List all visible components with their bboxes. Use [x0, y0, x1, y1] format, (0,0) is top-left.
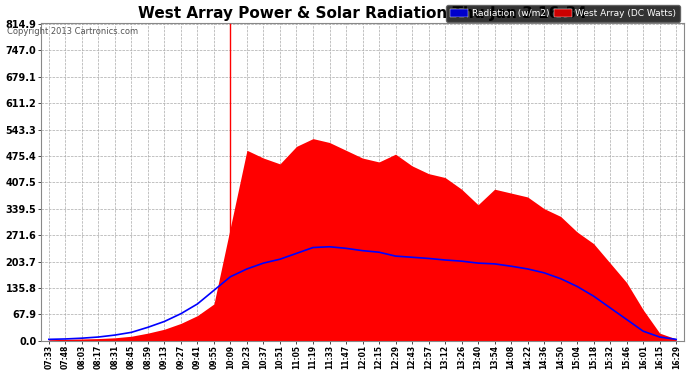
Text: Copyright 2013 Cartronics.com: Copyright 2013 Cartronics.com	[7, 27, 138, 36]
Title: West Array Power & Solar Radiation Thu Jan 3 16:34: West Array Power & Solar Radiation Thu J…	[138, 6, 587, 21]
Legend: Radiation (w/m2), West Array (DC Watts): Radiation (w/m2), West Array (DC Watts)	[446, 5, 680, 22]
